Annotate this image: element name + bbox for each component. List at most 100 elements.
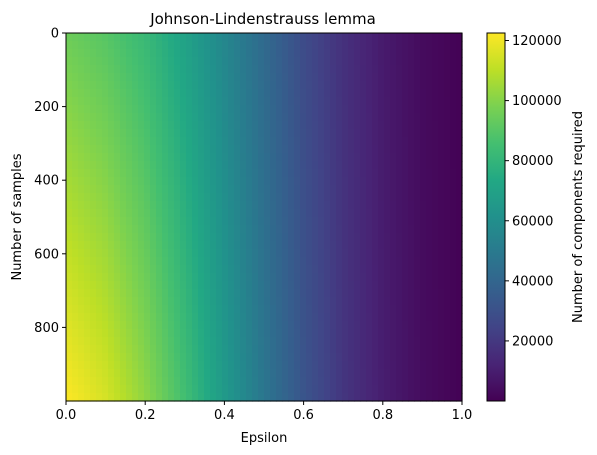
heatmap-cell [126, 313, 133, 322]
heatmap-cell [288, 305, 295, 314]
heatmap-cell [456, 377, 463, 386]
heatmap-cell [156, 337, 163, 346]
heatmap-cell [216, 345, 223, 354]
heatmap-cell [96, 161, 103, 170]
heatmap-cell [396, 177, 403, 186]
heatmap-cell [336, 33, 343, 42]
heatmap-cell [132, 57, 139, 66]
heatmap-cell [372, 177, 379, 186]
heatmap-cell [432, 65, 439, 74]
heatmap-cell [330, 113, 337, 122]
heatmap-cell [210, 241, 217, 250]
heatmap-cell [324, 65, 331, 74]
heatmap-cell [204, 361, 211, 370]
heatmap-cell [312, 217, 319, 226]
heatmap-cell [324, 145, 331, 154]
heatmap-cell [312, 113, 319, 122]
heatmap-cell [114, 105, 121, 114]
heatmap-cell [342, 113, 349, 122]
heatmap-cell [144, 345, 151, 354]
heatmap-cell [126, 49, 133, 58]
heatmap-cell [252, 177, 259, 186]
heatmap-cell [420, 145, 427, 154]
heatmap-cell [396, 121, 403, 130]
heatmap-cell [240, 161, 247, 170]
heatmap-cell [84, 49, 91, 58]
heatmap-cell [84, 233, 91, 242]
heatmap-cell [84, 217, 91, 226]
heatmap-cell [432, 129, 439, 138]
heatmap-cell [108, 161, 115, 170]
heatmap-cell [396, 297, 403, 306]
heatmap-cell [402, 353, 409, 362]
heatmap-cell [318, 361, 325, 370]
heatmap-cell [168, 217, 175, 226]
heatmap-cell [414, 169, 421, 178]
heatmap-cell [84, 145, 91, 154]
heatmap-cell [456, 33, 463, 42]
heatmap-cell [402, 113, 409, 122]
heatmap-cell [414, 225, 421, 234]
heatmap-cell [432, 121, 439, 130]
heatmap-cell [438, 369, 445, 378]
heatmap-cell [84, 73, 91, 82]
heatmap-cell [324, 57, 331, 66]
heatmap-cell [306, 169, 313, 178]
heatmap-cell [228, 113, 235, 122]
heatmap-cell [414, 177, 421, 186]
heatmap-cell [270, 81, 277, 90]
heatmap-cell [420, 121, 427, 130]
heatmap-cell [366, 73, 373, 82]
heatmap-cell [282, 209, 289, 218]
heatmap-cell [264, 305, 271, 314]
heatmap-cell [348, 137, 355, 146]
heatmap-cell [318, 209, 325, 218]
heatmap-cell [144, 97, 151, 106]
heatmap-cell [174, 81, 181, 90]
heatmap-cell [240, 57, 247, 66]
heatmap-cell [408, 353, 415, 362]
heatmap-cell [444, 225, 451, 234]
heatmap-cell [456, 209, 463, 218]
heatmap-cell [432, 185, 439, 194]
heatmap-cell [288, 33, 295, 42]
heatmap-cell [342, 225, 349, 234]
heatmap-cell [288, 177, 295, 186]
heatmap-cell [72, 49, 79, 58]
heatmap-cell [180, 217, 187, 226]
heatmap-cell [444, 273, 451, 282]
heatmap-cell [348, 321, 355, 330]
heatmap-cell [270, 49, 277, 58]
heatmap-cell [240, 41, 247, 50]
heatmap-cell [126, 297, 133, 306]
heatmap-cell [372, 169, 379, 178]
heatmap-cell [252, 289, 259, 298]
heatmap-cell [258, 57, 265, 66]
heatmap-cell [324, 129, 331, 138]
heatmap-cell [318, 105, 325, 114]
heatmap-cell [246, 129, 253, 138]
heatmap-cell [228, 233, 235, 242]
heatmap-cell [444, 121, 451, 130]
heatmap-cell [414, 121, 421, 130]
heatmap-cell [324, 377, 331, 386]
heatmap-cell [234, 145, 241, 154]
heatmap-cell [330, 65, 337, 74]
heatmap-cell [288, 129, 295, 138]
heatmap-cell [348, 49, 355, 58]
heatmap-cell [432, 289, 439, 298]
heatmap-cell [444, 305, 451, 314]
heatmap-cell [354, 273, 361, 282]
heatmap-cell [126, 57, 133, 66]
heatmap-cell [294, 385, 301, 394]
heatmap-cell [432, 265, 439, 274]
heatmap-cell [228, 321, 235, 330]
heatmap-cell [342, 281, 349, 290]
heatmap-cell [126, 225, 133, 234]
heatmap-cell [408, 337, 415, 346]
heatmap-cell [378, 257, 385, 266]
heatmap-cell [102, 257, 109, 266]
heatmap-cell [204, 249, 211, 258]
heatmap-cell [66, 201, 73, 210]
heatmap-cell [450, 289, 457, 298]
